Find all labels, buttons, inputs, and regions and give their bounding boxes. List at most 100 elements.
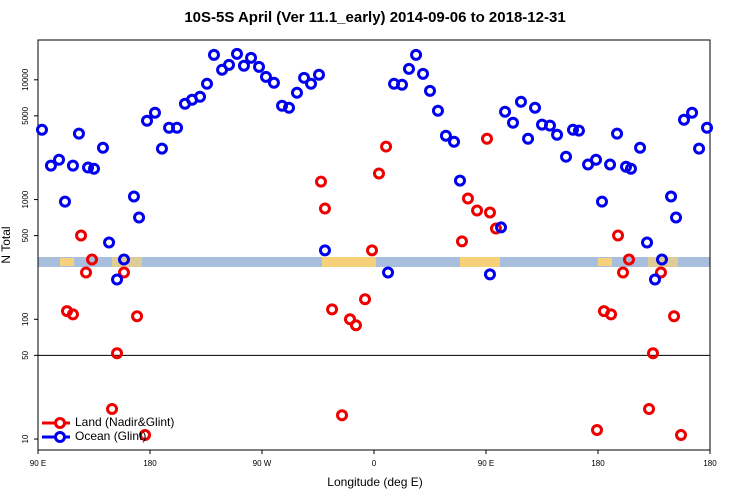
point [560,150,573,163]
point [230,47,243,60]
point [424,84,436,97]
x-tick-label: 180 [591,459,605,468]
point [88,162,100,175]
point [72,127,85,140]
point [431,104,444,117]
point [111,273,124,286]
point [96,141,109,154]
point [127,190,140,203]
chart-title: 10S-5S April (Ver 11.1_early) 2014-09-06… [184,9,565,26]
point [495,221,508,234]
point [572,124,585,137]
point [471,204,484,217]
point [402,62,415,75]
y-tick-label: 1000 [21,190,30,208]
point [448,135,461,148]
point [80,266,93,279]
y-tick-label: 50 [21,350,30,359]
point [665,190,678,203]
point [483,206,496,219]
point [82,161,95,174]
point [439,129,452,142]
point [675,429,688,442]
legend-label: Land (Nadir&Glint) [75,415,174,429]
point [624,162,637,175]
point [668,310,681,323]
point [483,268,496,281]
point [643,403,656,416]
point [237,59,250,72]
y-tick-label: 100 [21,312,30,326]
y-axis-label: N Total [0,226,13,263]
point [453,174,466,187]
point [359,293,372,306]
point [604,158,617,171]
point [551,128,564,141]
point [318,202,331,215]
point [139,429,152,442]
point [35,123,48,136]
point [655,253,668,266]
point [200,77,213,90]
y-tick-label: 500 [21,228,30,242]
point [522,132,535,145]
point [155,142,168,155]
point [223,58,236,71]
map-strip [38,257,710,267]
point [86,253,99,266]
point [106,403,119,416]
point [245,51,258,64]
point [267,76,280,89]
y-tick-label: 10000 [21,68,30,91]
point [396,78,408,91]
y-tick-label: 5000 [21,106,30,124]
point [103,236,116,249]
point [117,253,130,266]
x-tick-label: 0 [372,459,377,468]
point [314,175,327,188]
point [529,101,542,114]
point [253,60,266,73]
point [66,159,79,172]
point [641,236,654,249]
legend-label: Ocean (Glint) [75,429,146,443]
point [461,192,474,205]
point [566,123,579,136]
point [305,77,318,90]
point [148,106,161,119]
point [543,119,556,132]
point [141,114,154,127]
point [372,167,385,180]
legend-marker [54,417,66,429]
point [171,121,184,134]
point [312,68,325,81]
point [489,222,502,235]
point [111,347,124,360]
point [318,244,331,257]
point [611,127,624,140]
point [686,106,699,119]
x-tick-label: 90 E [478,459,494,468]
point [612,229,625,242]
point [455,235,468,248]
point [343,313,356,326]
x-tick-label: 180 [143,459,157,468]
point [677,113,690,126]
point [617,266,630,279]
point [648,273,661,286]
point [693,142,706,155]
point [622,253,635,266]
point [207,48,220,61]
point [298,71,311,84]
legend-marker [54,431,66,443]
point [131,310,144,323]
point [53,153,66,166]
point [595,195,608,208]
point [366,244,379,257]
point [326,303,339,316]
point [59,195,72,208]
point [654,266,667,279]
point [194,90,207,103]
point [382,266,395,279]
